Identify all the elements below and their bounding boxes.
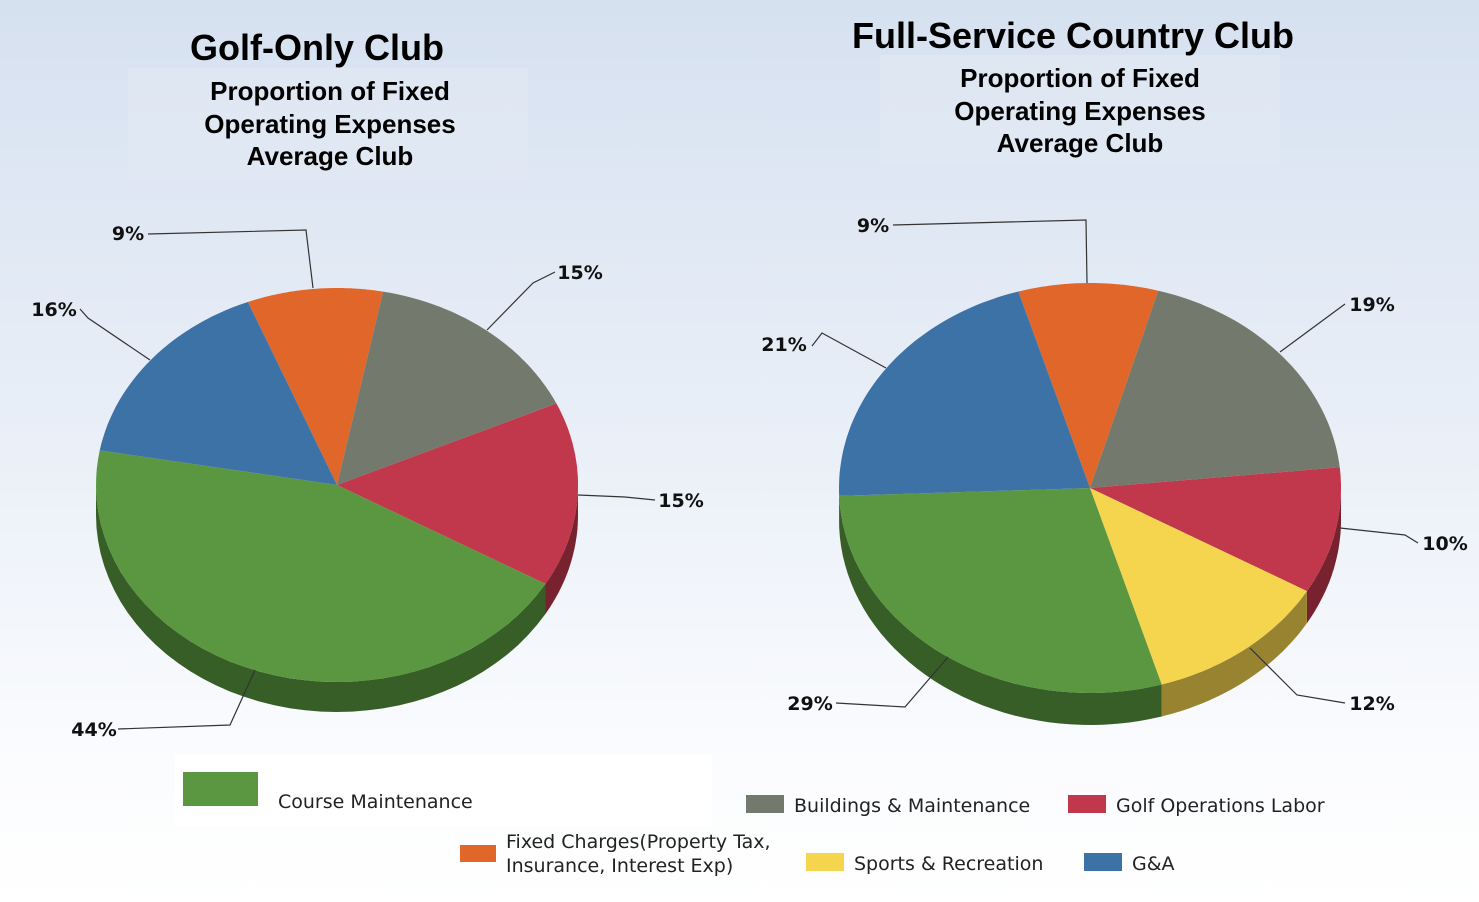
- legend-swatch-sports: [806, 853, 844, 871]
- pie-slice-g-a: [99, 302, 337, 485]
- pie-slice-sports-recreation: [1090, 488, 1307, 685]
- pie-side-course-maintenance: [839, 495, 1162, 725]
- pie-slice-fixed-charges-property-tax-insurance-interest-exp-: [1018, 283, 1159, 488]
- pie-side-golf-operations-labor: [1306, 488, 1341, 624]
- leader-line: [1279, 303, 1346, 353]
- pie-slice-g-a: [839, 291, 1090, 496]
- legend-label-fixed-charges-1: Fixed Charges(Property Tax,: [506, 831, 771, 853]
- leader-line: [117, 669, 256, 730]
- pie-slice-course-maintenance: [839, 488, 1162, 693]
- leader-line: [811, 332, 887, 369]
- pie-slice-course-maintenance: [96, 450, 546, 682]
- data-label: 44%: [71, 719, 116, 741]
- pie-side-course-maintenance: [96, 485, 546, 712]
- legend-swatch-fixed-charges: [460, 845, 496, 862]
- data-label: 21%: [761, 334, 806, 356]
- legend-label-fixed-charges-2: Insurance, Interest Exp): [506, 855, 733, 877]
- leader-line: [147, 229, 314, 289]
- legend-label-golf-ops: Golf Operations Labor: [1116, 795, 1325, 817]
- data-label: 15%: [658, 490, 703, 512]
- leader-line: [835, 656, 949, 708]
- right-pie-titles: Full-Service Country Club Proportion of …: [852, 15, 1294, 165]
- pie-slice-golf-operations-labor: [1090, 467, 1341, 592]
- pie-slice-buildings-maintenance: [337, 291, 557, 485]
- right-pie: 9% 19% 10% 12% 29% 21%: [761, 215, 1468, 725]
- legend-swatch-buildings: [746, 795, 784, 813]
- right-pie-subtitle-3: Average Club: [997, 128, 1164, 158]
- leader-line: [892, 219, 1088, 284]
- right-pie-subtitle-1: Proportion of Fixed: [960, 63, 1200, 93]
- data-label: 19%: [1349, 294, 1394, 316]
- pie-side-golf-operations-labor: [545, 485, 578, 614]
- leader-line: [577, 494, 656, 501]
- pie-slice-buildings-maintenance: [1090, 290, 1340, 488]
- left-pie-subtitle-3: Average Club: [247, 141, 414, 171]
- legend-label-ga: G&A: [1132, 853, 1175, 875]
- legend-label-course-maintenance: Course Maintenance: [278, 791, 473, 813]
- pie-side-sports-recreation: [1161, 591, 1307, 717]
- legend-swatch-golf-ops: [1068, 795, 1106, 813]
- left-pie-subtitle-2: Operating Expenses: [204, 109, 455, 139]
- legend-swatch-course-maintenance: [183, 772, 258, 806]
- legend-swatch-ga: [1084, 853, 1122, 871]
- data-label: 9%: [857, 215, 889, 237]
- right-pie-title: Full-Service Country Club: [852, 15, 1294, 56]
- leader-line: [1249, 647, 1346, 704]
- subtitle-backdrop: [128, 68, 528, 180]
- leader-line: [1339, 527, 1419, 544]
- pie-slice-golf-operations-labor: [337, 403, 578, 584]
- data-label: 29%: [787, 693, 832, 715]
- legend: Course Maintenance Buildings & Maintenan…: [175, 755, 1325, 877]
- data-label: 15%: [557, 262, 602, 284]
- left-pie-subtitle-1: Proportion of Fixed: [210, 76, 450, 106]
- pie-slice-fixed-charges-property-tax-insurance-interest-exp-: [247, 288, 384, 485]
- left-pie-titles: Golf-Only Club Proportion of Fixed Opera…: [128, 27, 528, 180]
- data-label: 16%: [31, 299, 76, 321]
- left-pie-title: Golf-Only Club: [190, 27, 444, 68]
- left-pie: 9% 15% 15% 44% 16%: [31, 223, 703, 741]
- data-label: 12%: [1349, 693, 1394, 715]
- leader-line: [486, 271, 556, 331]
- right-pie-subtitle-2: Operating Expenses: [954, 96, 1205, 126]
- leader-line: [79, 308, 151, 361]
- legend-highlight-box: [175, 755, 712, 826]
- legend-label-buildings: Buildings & Maintenance: [794, 795, 1030, 817]
- subtitle-backdrop: [880, 55, 1280, 165]
- legend-label-sports: Sports & Recreation: [854, 853, 1043, 875]
- data-label: 10%: [1422, 533, 1467, 555]
- data-label: 9%: [112, 223, 144, 245]
